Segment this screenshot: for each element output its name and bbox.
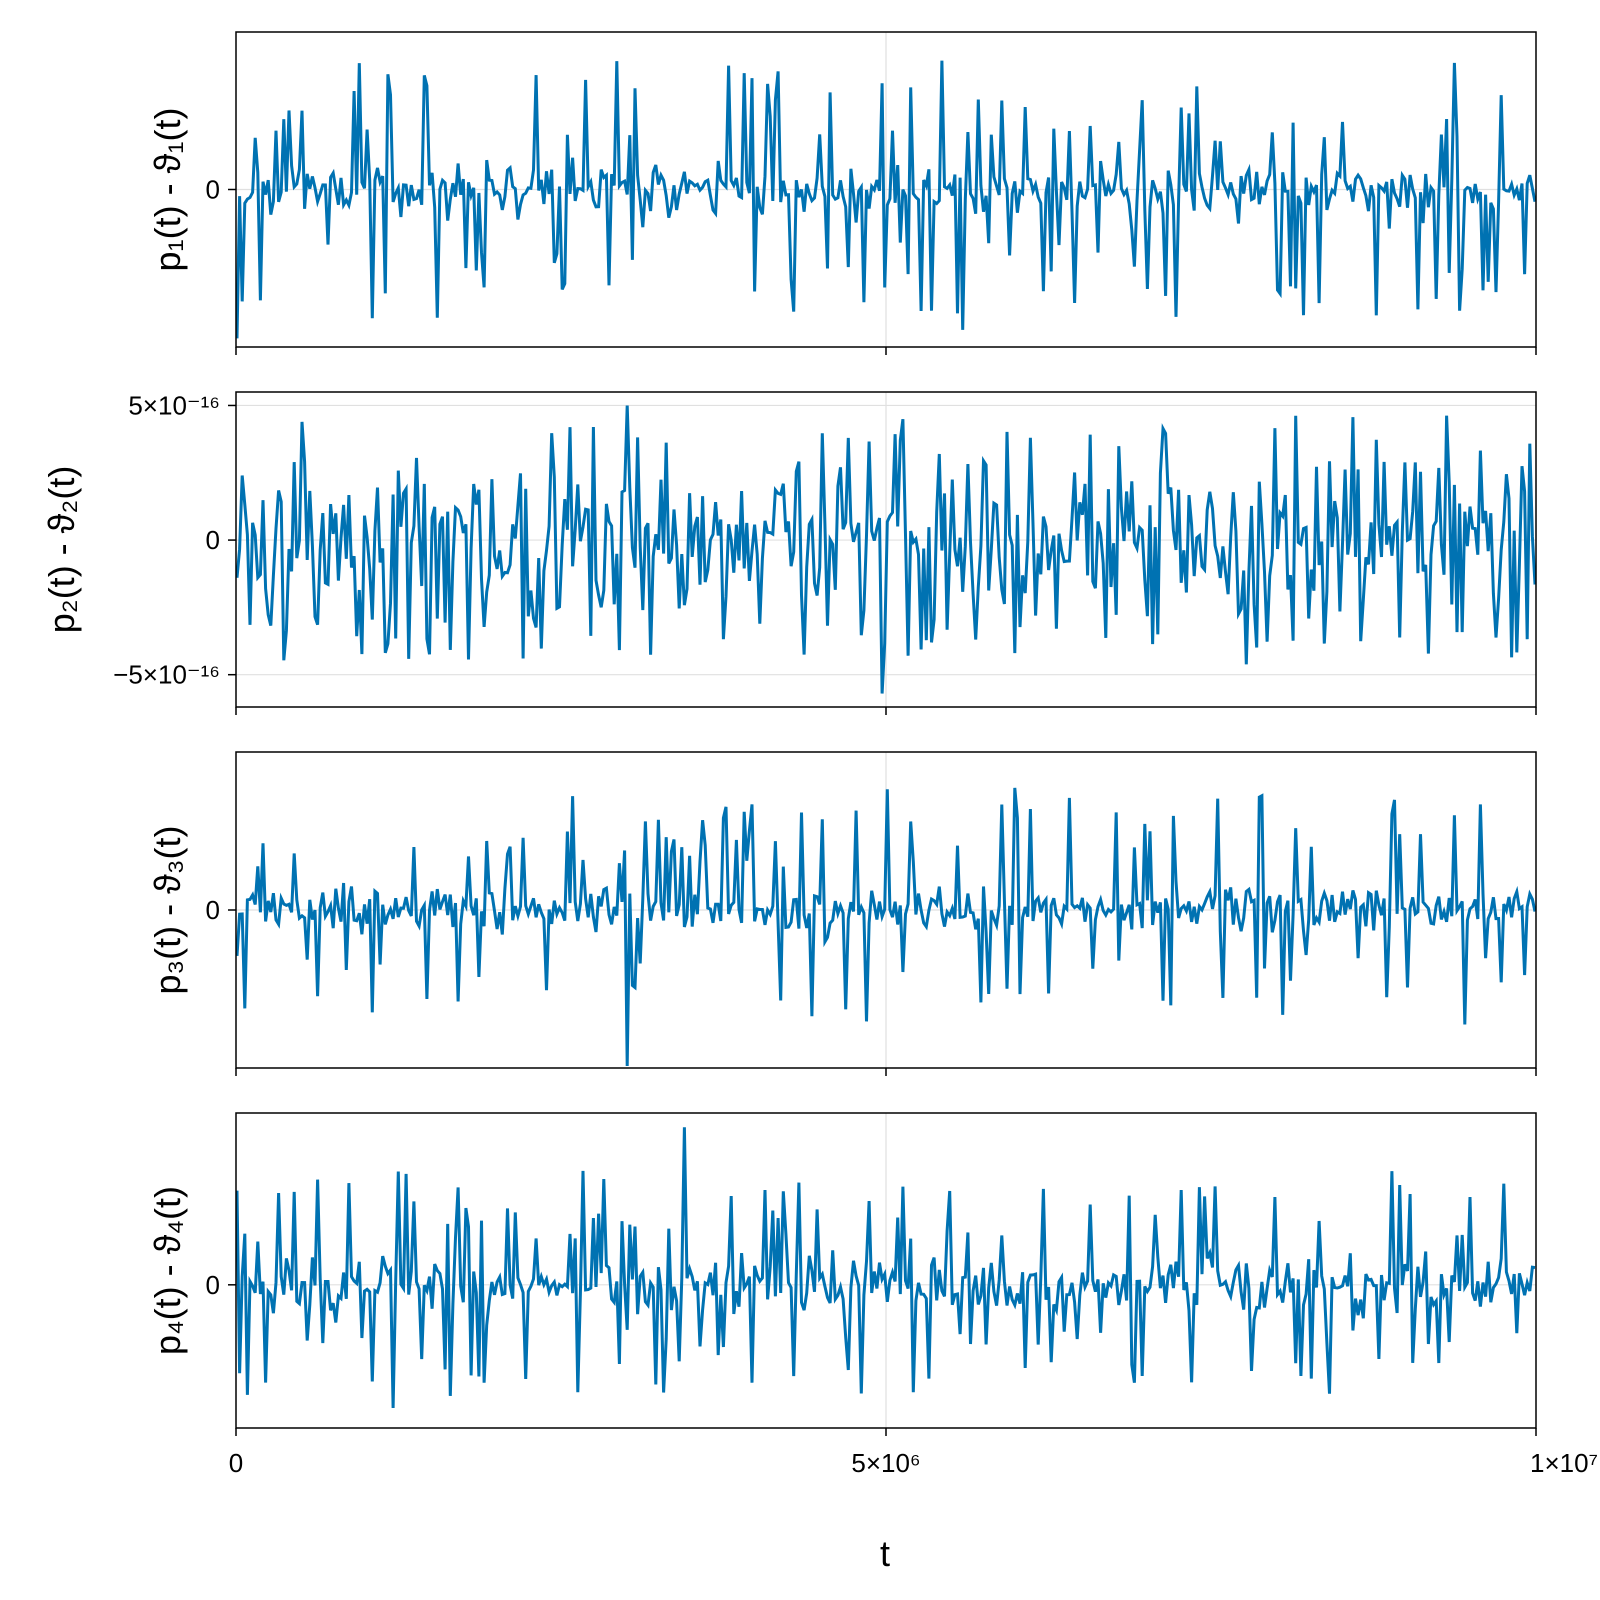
x-tick-label: 0 [229,1448,243,1478]
y-axis-title: p₃(t) - ϑ₃(t) [147,826,188,995]
y-tick-label: 0 [206,895,220,925]
y-axis-title: p₁(t) - ϑ₁(t) [147,108,188,272]
panel-3: 0 p₃(t) - ϑ₃(t) [147,751,1537,1076]
x-tick-label: 5×10⁶ [851,1448,920,1478]
series-line [235,787,1537,1067]
panel-4: 0 p₄(t) - ϑ₄(t) [147,1112,1537,1436]
series-line [235,1127,1536,1409]
panel-1: 0 p₁(t) - ϑ₁(t) [147,31,1537,355]
y-tick-label: 5×10⁻¹⁶ [128,390,220,420]
series-line [235,405,1537,694]
y-tick-label: 0 [206,1270,220,1300]
x-tick-label: 1×10⁷ [1530,1448,1598,1478]
y-tick-label: −5×10⁻¹⁶ [113,660,220,690]
series-line [235,60,1537,339]
y-axis-title: p₂(t) - ϑ₂(t) [41,466,82,634]
x-axis-title: t [880,1533,890,1574]
y-tick-label: 0 [206,175,220,205]
panel-2: 5×10⁻¹⁶ 0 −5×10⁻¹⁶ p₂(t) - ϑ₂(t) [41,390,1537,715]
y-tick-label: 0 [206,525,220,555]
y-axis-title: p₄(t) - ϑ₄(t) [147,1186,188,1355]
